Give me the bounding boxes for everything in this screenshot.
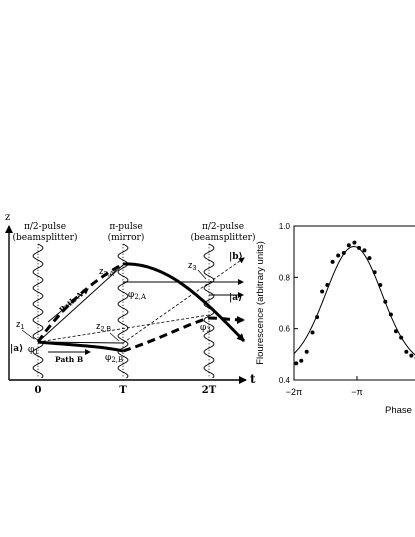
data-point [320,289,325,294]
data-point [367,256,372,261]
y-tick-label: 0.6 [279,325,291,334]
laser-pulse-wave-1 [32,243,44,379]
data-point [383,299,388,304]
leader-z1 [21,329,35,340]
plot-frame [293,225,415,381]
pulse-1-line1: π/2-pulse [24,222,66,232]
data-point [399,335,404,340]
trajectory-output-dashed [208,315,245,324]
fluorescence-chart: 0.40.60.81.0 −2π−π0 Flourescence (arbitr… [255,222,415,416]
label-phi2b: φ2,B [105,353,123,364]
path-a-arrow [47,288,89,323]
x-ticks: −2π−π0 [286,376,363,397]
label-phi1: φ1 [28,345,39,356]
data-points [294,240,415,366]
data-point [299,358,304,363]
laser-pulse-wave-2 [117,243,129,379]
data-point [346,243,351,248]
data-point [404,349,409,354]
y-ticks: 0.4 0.6 0.8 1.0 [279,222,298,385]
data-point [409,353,414,358]
data-point [336,253,341,258]
thin-diagonal-1 [37,314,210,343]
data-point [378,283,383,288]
data-point [357,245,362,250]
pulse-3-line2: (beamsplitter) [190,232,255,243]
y-axis-label: Flourescence (arbitrary units) [255,241,266,365]
data-point [372,270,377,275]
y-tick-label: 0.4 [279,376,291,385]
label-phi3: φ3 [200,323,211,334]
state-a-right: |a⟩ [229,293,242,303]
label-z3: z3 [188,260,197,272]
data-point [330,259,335,264]
pulse-3-line1: π/2-pulse [202,222,244,232]
data-point [393,329,398,334]
trajectory-path-a-dashed [36,262,124,343]
label-z2a: z2,A [99,266,114,278]
data-point [315,315,320,320]
label-path-b: Path B [55,355,83,364]
z-axis-label: z [5,212,10,223]
label-phi2a: φ2,A [128,290,147,301]
data-point [325,283,330,288]
state-a-left: |a⟩ [10,344,23,354]
thin-path-upper [37,264,124,343]
x-tick-label: −2π [286,387,302,397]
data-point [294,361,299,366]
data-point [341,250,346,255]
label-path-a: Path A [58,290,85,315]
leader-z2b [109,332,120,342]
data-point [388,312,393,317]
leader-z3 [197,269,207,280]
time-label-0: 0 [35,385,42,396]
fit-curve [293,246,415,356]
x-tick-label: −π [351,387,362,397]
trajectory-path-b-solid [37,340,124,353]
t-axis-label: t [250,372,256,386]
data-point [352,240,357,245]
label-z1: z1 [16,319,25,331]
data-point [310,330,315,335]
trajectory-path-a-solid [122,262,246,343]
x-axis-label: Phase [385,405,412,416]
pulse-2-line1: π-pulse [109,222,142,232]
time-label-T: T [119,385,127,396]
y-tick-label: 0.8 [279,273,291,282]
label-z2b: z2,B [96,321,111,333]
data-point [362,248,367,253]
data-point [304,349,309,354]
y-tick-label: 1.0 [279,222,291,231]
pulse-2-line2: (mirror) [108,232,145,243]
pulse-1-line2: (beamsplitter) [12,232,77,243]
leader-z2a [110,265,120,277]
time-label-2T: 2T [202,385,217,396]
interferometer-diagram: z t 0 T 2T π/2-pulse (beamsplitter) π-pu… [5,212,256,396]
state-b-right: |b⟩ [229,252,243,262]
trajectory-path-b-dashed [122,316,210,353]
